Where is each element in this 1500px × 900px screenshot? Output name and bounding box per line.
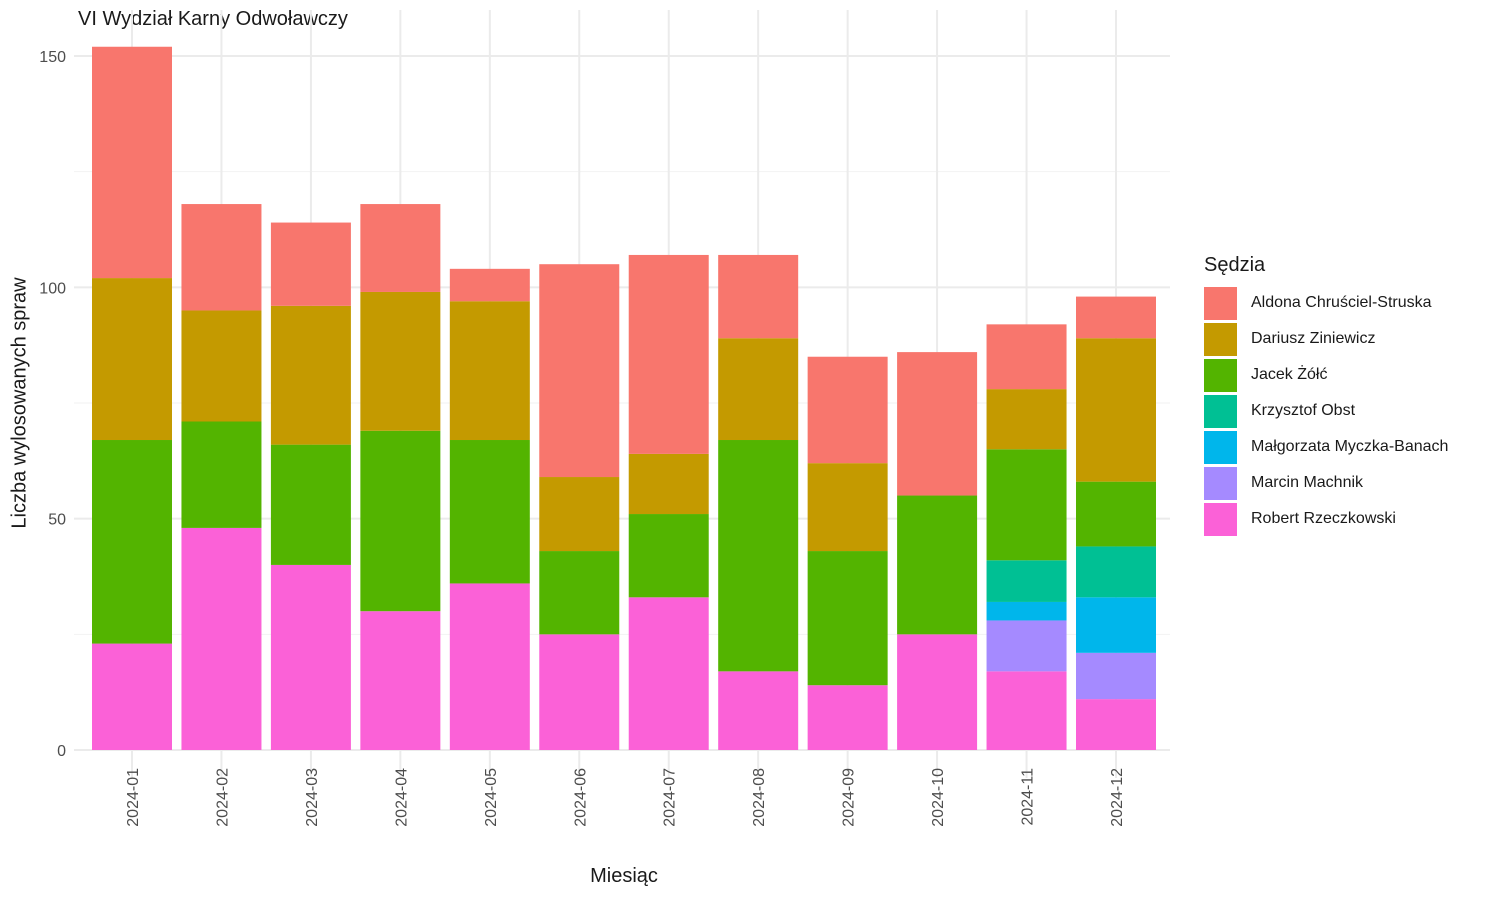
bar-segment [181, 204, 262, 311]
bar-segment [718, 671, 799, 750]
bar-segment [360, 291, 441, 431]
bar-segment [986, 620, 1067, 672]
bar-segment [628, 597, 709, 750]
legend-title: Sędzia [1204, 254, 1266, 276]
y-axis-label: Liczba wylosowanych spraw [8, 277, 31, 529]
bar-segment [986, 560, 1067, 602]
y-tick-label: 0 [57, 743, 66, 760]
y-tick-label: 100 [39, 280, 66, 297]
bar-segment [539, 477, 620, 552]
bar-segment [449, 268, 530, 302]
bar-segment [92, 278, 172, 441]
x-tick-label: 2024-06 [572, 768, 589, 827]
bar-segment [360, 204, 441, 292]
bar-segment [986, 324, 1067, 390]
bar-segment [897, 634, 978, 750]
legend-item: Krzysztof Obst [1204, 393, 1448, 429]
legend-swatch [1204, 394, 1237, 428]
x-tick-label: 2024-10 [930, 768, 947, 827]
x-tick-label: 2024-03 [304, 768, 321, 827]
bar-segment [360, 430, 441, 612]
bar-segment [270, 305, 351, 445]
bar-segment [92, 46, 172, 279]
bar-segment [539, 634, 620, 750]
bar-segment [1076, 597, 1156, 653]
bar-segment [539, 264, 620, 478]
legend-label: Jacek Żółć [1251, 366, 1328, 383]
bar-segment [1076, 699, 1156, 750]
legend-item: Małgorzata Myczka-Banach [1204, 429, 1448, 465]
bar-segment [92, 440, 172, 644]
bar-segment [1076, 296, 1156, 339]
legend-swatch [1204, 286, 1237, 320]
x-tick-label: 2024-04 [393, 768, 410, 827]
legend-label: Dariusz Ziniewicz [1251, 330, 1376, 347]
bar-segment [807, 551, 888, 686]
bar-segment [449, 583, 530, 750]
x-axis-label: Miesiąc [590, 865, 658, 887]
bar-segment [1076, 652, 1156, 700]
legend-item: Jacek Żółć [1204, 357, 1448, 393]
bar-segment [628, 254, 709, 454]
legend-item: Marcin Machnik [1204, 465, 1448, 501]
chart-title: VI Wydział Karny Odwoławczy [78, 8, 348, 30]
bar-segment [539, 551, 620, 635]
legend-item: Dariusz Ziniewicz [1204, 321, 1448, 357]
bar-segment [897, 495, 978, 635]
x-tick-label: 2024-12 [1109, 768, 1126, 827]
bar-segment [1076, 338, 1156, 482]
bar-segment [181, 421, 262, 528]
x-tick-label: 2024-01 [125, 768, 142, 827]
bar-segment [181, 310, 262, 422]
bar-segment [897, 352, 978, 496]
legend-item: Robert Rzeczkowski [1204, 501, 1448, 537]
legend-label: Marcin Machnik [1251, 474, 1364, 491]
bar-segment [92, 643, 172, 750]
y-tick-label: 150 [39, 49, 66, 66]
legend-label: Robert Rzeczkowski [1251, 510, 1396, 527]
legend-swatch [1204, 322, 1237, 356]
bar-segment [986, 601, 1067, 621]
x-tick-label: 2024-02 [214, 768, 231, 827]
x-tick-label: 2024-05 [483, 768, 500, 827]
bar-segment [270, 222, 351, 306]
x-tick-label: 2024-11 [1020, 768, 1037, 826]
y-tick-label: 50 [48, 512, 66, 529]
legend-items: Aldona Chruściel-Struska Dariusz Ziniewic… [1204, 285, 1448, 537]
bar-segment [986, 449, 1067, 561]
x-tick-label: 2024-07 [662, 768, 679, 827]
bar-segment [986, 671, 1067, 750]
legend-swatch [1204, 466, 1237, 500]
bar-segment [807, 685, 888, 750]
bar-segment [449, 440, 530, 584]
bar-segment [718, 254, 799, 339]
bar-segment [807, 356, 888, 464]
legend-item: Aldona Chruściel-Struska [1204, 285, 1448, 321]
legend-swatch [1204, 430, 1237, 464]
bar-segment [1076, 481, 1156, 547]
x-tick-label: 2024-09 [841, 768, 858, 827]
legend-label: Krzysztof Obst [1251, 402, 1356, 419]
bar-segment [270, 444, 351, 565]
legend-label: Małgorzata Myczka-Banach [1251, 438, 1449, 455]
legend-swatch [1204, 502, 1237, 536]
legend-label: Aldona Chruściel-Struska [1251, 294, 1432, 311]
bar-segment [628, 453, 709, 515]
bar-segment [181, 527, 262, 750]
bar-segment [360, 611, 441, 750]
legend-swatch [1204, 358, 1237, 392]
legend: Sędzia Aldona Chruściel-Struska Dariusz Z… [1204, 254, 1448, 537]
bar-segment [1076, 546, 1156, 598]
bar-segment [807, 463, 888, 552]
bar-segment [718, 440, 799, 672]
bar-segment [449, 301, 530, 441]
x-tick-label: 2024-08 [751, 768, 768, 827]
bar-segment [718, 338, 799, 441]
bar-segment [628, 514, 709, 598]
bar-segment [986, 389, 1067, 450]
bar-segment [270, 564, 351, 750]
